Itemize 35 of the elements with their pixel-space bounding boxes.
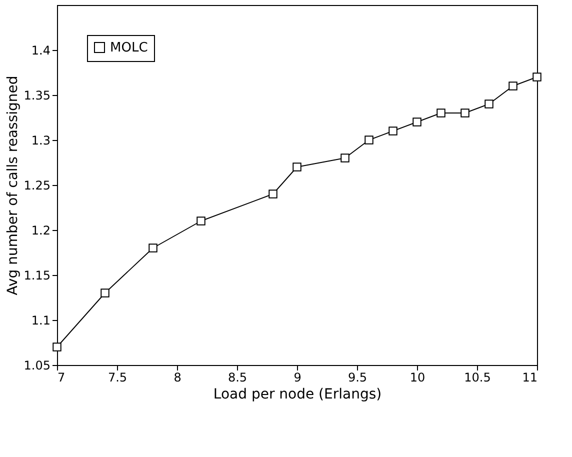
point (388, 126, 398, 136)
point (412, 118, 422, 126)
y-tick-label: 1.05 (24, 358, 50, 372)
x-tick-label: 9.5 (348, 370, 368, 384)
x-tick-label: 8 (174, 370, 182, 384)
point (340, 154, 350, 162)
x-tick-label: 10 (410, 370, 426, 384)
y-tick-label: 1.15 (24, 268, 50, 282)
point (364, 136, 374, 144)
x-tick-label: 8.5 (228, 370, 248, 384)
x-tick-label: 9 (294, 370, 302, 384)
y-tick-label: 1.25 (24, 178, 50, 192)
point (196, 216, 206, 226)
point (460, 108, 470, 118)
y-tick-label: 1.3 (31, 134, 50, 148)
point (52, 342, 62, 352)
y-tick-label: 1.1 (31, 314, 50, 328)
point (508, 82, 518, 90)
point (292, 162, 302, 172)
point (100, 288, 110, 298)
y-tick-label: 1.35 (24, 88, 50, 102)
y-axis-title: Avg number of calls reassigned (4, 76, 21, 296)
x-tick-label: 11 (522, 370, 538, 384)
point (148, 244, 158, 252)
x-tick-label: 7.5 (108, 370, 128, 384)
point (268, 190, 278, 198)
y-tick-label: 1.4 (31, 44, 50, 58)
legend-label: MOLC (110, 40, 148, 56)
point (484, 100, 494, 108)
x-tick-label: 10.5 (464, 370, 491, 384)
x-axis-title: Load per node (Erlangs) (213, 386, 382, 402)
y-tick-label: 1.2 (31, 224, 50, 238)
x-tick-label: 7 (58, 370, 66, 384)
point (532, 72, 542, 82)
point (436, 108, 446, 118)
